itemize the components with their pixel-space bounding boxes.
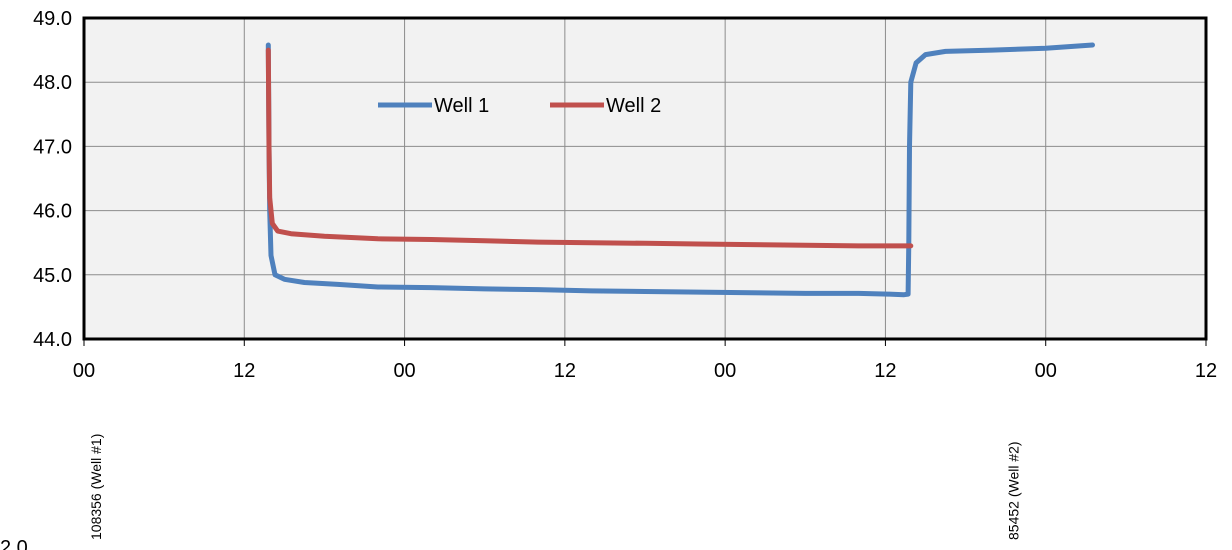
y-tick-label: 46.0 [33, 201, 72, 223]
y-tick-label: 45.0 [33, 265, 72, 287]
x-tick-label: 12 [1195, 360, 1217, 382]
rotated-annotation: 85452 (Well #2) [1006, 441, 1022, 540]
series-line-1 [265, 42, 1095, 298]
plot-area-border [82, 16, 1208, 341]
y-tick-label: 49.0 [33, 8, 72, 30]
y-tick-label: 47.0 [33, 136, 72, 158]
x-tick-label: 00 [393, 360, 415, 382]
y-tick-label: 44.0 [33, 329, 72, 351]
rotated-annotation: 108356 (Well #1) [88, 434, 104, 540]
legend-label: Well 2 [606, 95, 661, 117]
x-tick-label: 12 [233, 360, 255, 382]
x-tick-label: 00 [1035, 360, 1057, 382]
x-tick-label: 12 [554, 360, 576, 382]
x-tick-label: 00 [73, 360, 95, 382]
y-tick-label: 48.0 [33, 72, 72, 94]
y-axis-tick-labels: 44.0 45.0 46.0 47.0 48.0 49.0 [33, 8, 72, 351]
series-line-2 [265, 47, 914, 249]
series-lines [265, 42, 1095, 298]
legend: Well 1 Well 2 [378, 95, 661, 117]
x-axis-tick-labels: 00 12 00 12 00 12 00 12 [73, 360, 1217, 382]
stray-tick-label: 2.0 [0, 537, 28, 550]
x-tick-label: 12 [874, 360, 896, 382]
legend-label: Well 1 [434, 95, 489, 117]
x-tick-label: 00 [714, 360, 736, 382]
annotations: 108356 (Well #1) 85452 (Well #2) [88, 434, 1022, 540]
